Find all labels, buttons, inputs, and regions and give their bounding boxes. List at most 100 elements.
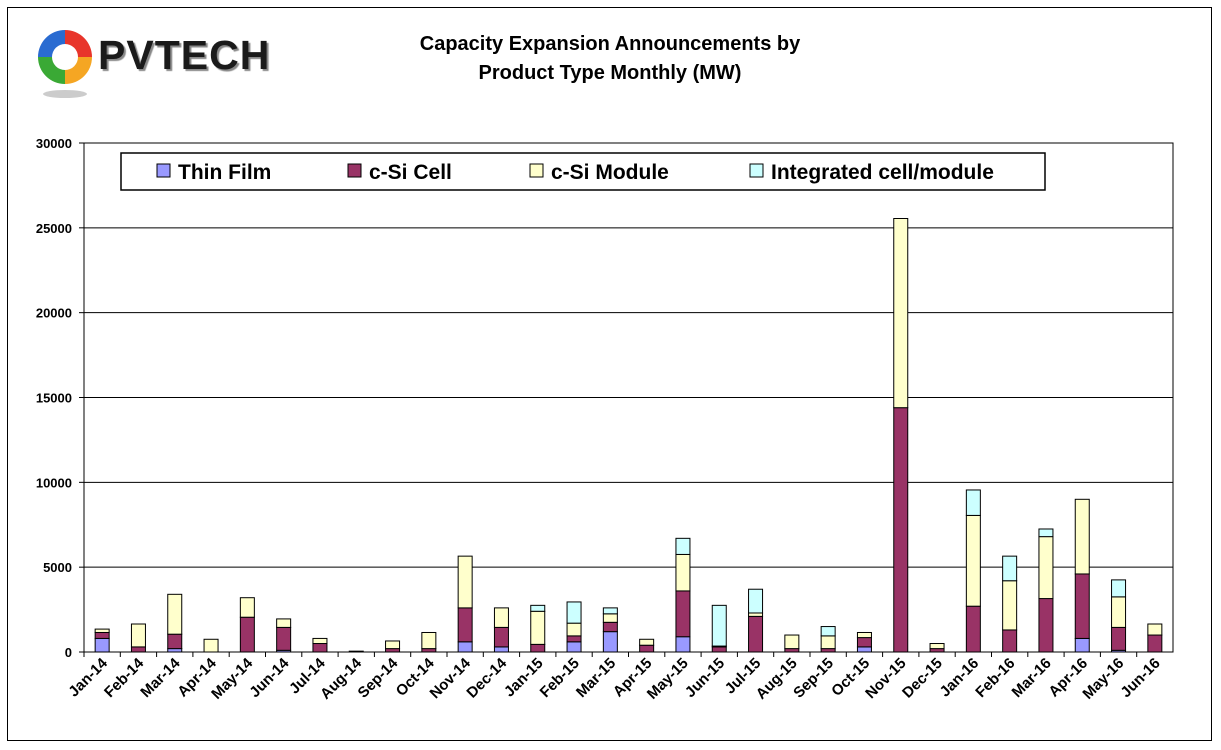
bar-segment-2: [856, 637, 872, 648]
bar-segment-1: [493, 646, 509, 653]
bar-segment-3: [566, 622, 582, 637]
bar-segment-2: [675, 590, 691, 638]
y-tick-label: 0: [65, 645, 72, 660]
logo-wordmark: PVTECH: [98, 32, 271, 78]
bar-segment-2: [385, 648, 401, 653]
bar-segment-1: [167, 648, 183, 653]
bar-segment-2: [167, 633, 183, 650]
bar-segment-3: [1111, 596, 1127, 628]
x-tick-label: Mar-15: [573, 655, 619, 701]
bar-segment-2: [276, 626, 292, 651]
bar-segment-1: [602, 631, 618, 653]
x-tick-label: Jun-15: [682, 655, 728, 701]
legend-label-1: Thin Film: [178, 161, 271, 184]
bar-segment-3: [820, 635, 836, 650]
x-tick-label: Jan-16: [937, 655, 983, 701]
bar-segment-3: [929, 643, 945, 650]
bar-segment-4: [675, 537, 691, 555]
bar-segment-2: [893, 407, 909, 653]
legend-label-4: Integrated cell/module: [771, 161, 994, 184]
x-tick-label: May-15: [644, 655, 692, 703]
x-tick-label: Feb-15: [537, 655, 583, 701]
bar-segment-4: [1111, 579, 1127, 598]
y-tick-label: 20000: [36, 306, 72, 321]
bar-segment-3: [167, 593, 183, 635]
bar-segment-2: [784, 648, 800, 653]
bar-segment-3: [530, 610, 546, 645]
chart-title-line-1: Capacity Expansion Announcements by: [419, 33, 801, 55]
x-tick-label: Nov-14: [427, 654, 475, 702]
bar-segment-3: [94, 628, 110, 633]
bar-segment-1: [675, 636, 691, 653]
legend-swatch-4: [749, 163, 764, 178]
bar-segment-4: [1002, 555, 1018, 582]
bar-segment-3: [385, 640, 401, 650]
bar-segment-3: [348, 650, 364, 653]
bar-segment-2: [1111, 626, 1127, 651]
legend-swatch-2: [347, 163, 362, 178]
bar-segment-4: [748, 588, 764, 614]
bar-segment-2: [530, 643, 546, 653]
bar-segment-2: [1038, 598, 1054, 653]
bar-segment-3: [856, 631, 872, 639]
bar-segment-1: [457, 641, 473, 653]
legend-box: [120, 152, 1046, 191]
bar-segment-2: [711, 646, 727, 653]
x-tick-label: May-14: [208, 654, 256, 702]
chart-title: Capacity Expansion Announcements by Prod…: [300, 30, 920, 88]
bar-segment-3: [493, 607, 509, 628]
bar-segment-3: [893, 218, 909, 409]
bar-segment-2: [639, 644, 655, 653]
x-tick-label: Jun-16: [1117, 655, 1163, 701]
bar-segment-1: [1074, 637, 1090, 653]
bar-segment-3: [457, 555, 473, 609]
bar-segment-3: [784, 634, 800, 650]
bar-segment-1: [856, 646, 872, 653]
bar-segment-3: [1002, 580, 1018, 631]
legend-swatch-3: [529, 163, 544, 178]
bar-segment-2: [1002, 629, 1018, 653]
x-tick-label: Sep-14: [355, 654, 402, 701]
bar-segment-2: [239, 616, 255, 653]
x-tick-label: Dec-14: [463, 654, 510, 701]
y-tick-label: 15000: [36, 391, 72, 406]
bar-segment-3: [965, 514, 981, 607]
bar-segment-4: [530, 604, 546, 612]
bar-segment-2: [421, 648, 437, 653]
bar-segment-3: [203, 638, 219, 653]
x-tick-label: Nov-15: [862, 655, 909, 702]
bar-segment-2: [1147, 634, 1163, 653]
x-tick-label: Mar-14: [137, 654, 184, 701]
bar-segment-4: [965, 489, 981, 516]
bar-segment-3: [1038, 536, 1054, 600]
bar-segment-3: [748, 612, 764, 617]
y-tick-label: 10000: [36, 475, 72, 490]
pvtech-logo: PVTECH: [30, 22, 300, 102]
bar-segment-2: [602, 621, 618, 633]
bar-segment-2: [965, 605, 981, 653]
bar-segment-3: [675, 553, 691, 592]
bar-segment-4: [566, 601, 582, 624]
bar-segment-4: [1038, 528, 1054, 538]
bar-segment-4: [820, 626, 836, 637]
legend-label-2: c-Si Cell: [369, 161, 452, 184]
y-tick-label: 30000: [36, 136, 72, 151]
y-tick-label: 5000: [43, 560, 72, 575]
bar-segment-2: [94, 631, 110, 639]
x-tick-label: Sep-15: [790, 655, 837, 702]
bar-segment-2: [312, 643, 328, 653]
bar-segment-2: [457, 607, 473, 643]
bar-segment-3: [639, 638, 655, 646]
bar-segment-2: [1074, 573, 1090, 639]
y-tick-label: 25000: [36, 221, 72, 236]
bar-segment-2: [748, 615, 764, 653]
x-tick-label: May-16: [1079, 655, 1127, 703]
legend-swatch-1: [156, 163, 171, 178]
x-tick-label: Feb-14: [101, 654, 148, 701]
bar-segment-3: [602, 613, 618, 623]
bar-segment-3: [1147, 623, 1163, 636]
bar-segment-3: [1074, 498, 1090, 575]
x-tick-label: Jan-15: [501, 655, 547, 701]
bar-segment-3: [130, 623, 146, 648]
bar-segment-3: [421, 631, 437, 650]
